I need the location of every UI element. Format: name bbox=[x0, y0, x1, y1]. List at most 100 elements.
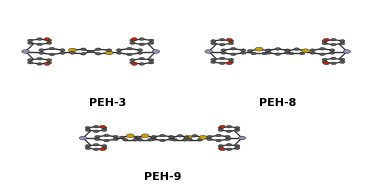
Circle shape bbox=[220, 38, 225, 41]
Circle shape bbox=[218, 145, 223, 147]
Circle shape bbox=[107, 49, 112, 51]
Circle shape bbox=[322, 40, 327, 42]
Circle shape bbox=[133, 139, 138, 141]
Circle shape bbox=[149, 42, 154, 44]
Circle shape bbox=[130, 59, 135, 61]
Circle shape bbox=[130, 42, 135, 44]
Circle shape bbox=[136, 136, 141, 139]
Circle shape bbox=[275, 53, 280, 55]
Circle shape bbox=[187, 139, 192, 141]
Circle shape bbox=[127, 47, 132, 50]
Circle shape bbox=[184, 136, 189, 139]
Circle shape bbox=[122, 139, 128, 141]
Circle shape bbox=[199, 135, 207, 139]
Circle shape bbox=[331, 38, 336, 41]
Circle shape bbox=[100, 148, 105, 151]
Circle shape bbox=[147, 139, 153, 141]
Text: PEH-8: PEH-8 bbox=[259, 98, 296, 108]
Circle shape bbox=[340, 42, 345, 45]
Circle shape bbox=[149, 39, 154, 42]
Circle shape bbox=[331, 43, 336, 46]
Circle shape bbox=[151, 136, 156, 139]
Circle shape bbox=[95, 138, 100, 141]
Circle shape bbox=[44, 63, 50, 65]
Circle shape bbox=[28, 61, 33, 64]
Circle shape bbox=[275, 48, 280, 50]
Circle shape bbox=[93, 148, 99, 151]
Circle shape bbox=[285, 49, 290, 52]
Circle shape bbox=[60, 52, 65, 54]
Circle shape bbox=[228, 42, 234, 45]
Circle shape bbox=[104, 134, 109, 137]
Circle shape bbox=[216, 134, 221, 137]
Circle shape bbox=[330, 52, 335, 54]
Circle shape bbox=[132, 38, 137, 40]
Circle shape bbox=[172, 139, 178, 141]
Circle shape bbox=[95, 52, 101, 55]
Circle shape bbox=[37, 43, 42, 46]
Circle shape bbox=[85, 129, 90, 131]
Circle shape bbox=[87, 50, 93, 53]
Text: PEH-3: PEH-3 bbox=[89, 98, 126, 108]
Circle shape bbox=[68, 48, 76, 52]
Circle shape bbox=[218, 129, 223, 131]
Circle shape bbox=[93, 144, 99, 146]
Circle shape bbox=[22, 50, 29, 53]
Circle shape bbox=[221, 49, 226, 52]
Circle shape bbox=[251, 52, 256, 55]
Circle shape bbox=[169, 138, 174, 141]
Circle shape bbox=[218, 127, 223, 129]
Circle shape bbox=[228, 58, 234, 61]
Circle shape bbox=[226, 144, 232, 146]
Circle shape bbox=[46, 59, 52, 61]
Circle shape bbox=[340, 61, 345, 63]
Circle shape bbox=[228, 40, 234, 42]
Circle shape bbox=[49, 47, 55, 50]
Circle shape bbox=[235, 127, 240, 129]
Circle shape bbox=[137, 139, 143, 141]
Circle shape bbox=[265, 49, 271, 52]
Circle shape bbox=[102, 127, 107, 129]
Circle shape bbox=[310, 49, 315, 52]
Circle shape bbox=[137, 49, 143, 51]
Circle shape bbox=[310, 52, 315, 54]
Circle shape bbox=[177, 135, 183, 137]
Circle shape bbox=[37, 38, 42, 40]
Circle shape bbox=[320, 53, 325, 56]
Circle shape bbox=[238, 136, 246, 140]
Circle shape bbox=[88, 50, 94, 53]
Circle shape bbox=[46, 61, 52, 64]
Circle shape bbox=[130, 61, 135, 64]
Circle shape bbox=[184, 135, 192, 139]
Circle shape bbox=[49, 53, 55, 56]
Circle shape bbox=[28, 39, 33, 42]
Circle shape bbox=[220, 62, 225, 65]
Circle shape bbox=[330, 49, 335, 52]
Circle shape bbox=[322, 42, 327, 45]
Text: PEH-9: PEH-9 bbox=[144, 172, 181, 182]
Circle shape bbox=[116, 52, 122, 54]
Circle shape bbox=[211, 61, 216, 63]
Circle shape bbox=[288, 52, 294, 55]
Circle shape bbox=[235, 147, 240, 149]
Circle shape bbox=[105, 51, 113, 55]
Circle shape bbox=[225, 135, 230, 138]
Circle shape bbox=[37, 63, 42, 65]
Circle shape bbox=[266, 49, 271, 52]
Circle shape bbox=[324, 62, 329, 65]
Circle shape bbox=[226, 38, 232, 41]
Circle shape bbox=[95, 135, 100, 138]
Circle shape bbox=[104, 139, 109, 142]
Circle shape bbox=[46, 42, 52, 44]
Circle shape bbox=[151, 135, 156, 138]
Circle shape bbox=[235, 145, 240, 147]
Circle shape bbox=[141, 134, 149, 138]
Circle shape bbox=[205, 50, 212, 53]
Circle shape bbox=[151, 138, 156, 141]
Circle shape bbox=[116, 49, 122, 51]
Circle shape bbox=[85, 147, 90, 149]
Circle shape bbox=[231, 53, 236, 56]
Circle shape bbox=[262, 52, 267, 55]
Circle shape bbox=[192, 135, 197, 137]
Circle shape bbox=[322, 58, 327, 61]
